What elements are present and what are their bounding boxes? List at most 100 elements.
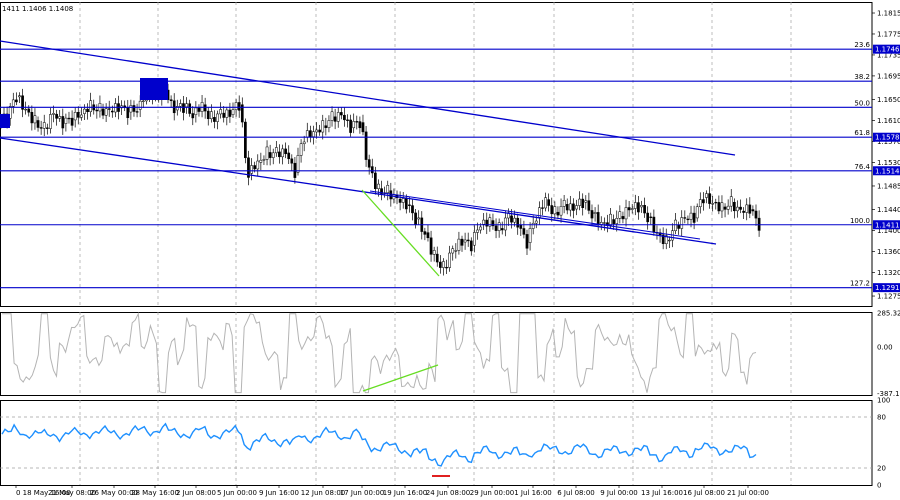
- candle-body: [370, 166, 374, 174]
- candle-body: [67, 117, 71, 120]
- candle-body: [479, 226, 482, 231]
- candle-body: [525, 234, 529, 249]
- candle-body: [522, 228, 526, 235]
- candle-body: [609, 213, 612, 226]
- candle-body: [343, 114, 346, 121]
- candle-body: [8, 106, 12, 119]
- candle-body: [454, 250, 458, 252]
- candle-body: [473, 232, 476, 246]
- candle-body: [237, 102, 241, 111]
- date-tick-label: 21 May 08:00: [48, 489, 96, 497]
- candle-body: [705, 193, 708, 198]
- candle-body: [432, 250, 436, 255]
- candle-body: [213, 117, 216, 122]
- candle-body: [692, 212, 696, 223]
- candle-body: [488, 217, 492, 227]
- date-tick-label: 6 Jul 08:00: [557, 489, 595, 497]
- date-tick-label: 12 Jun 08:00: [301, 489, 345, 497]
- main-pane-frame: [0, 2, 873, 307]
- candle-body: [299, 143, 303, 156]
- date-tick-label: 28 May 16:00: [131, 489, 179, 497]
- candle-body: [445, 266, 448, 269]
- candle-body: [751, 209, 755, 212]
- candle-body: [404, 198, 408, 210]
- candle-body: [191, 113, 195, 119]
- candle-body: [206, 110, 210, 120]
- candle-body: [572, 203, 575, 211]
- candle-body: [364, 131, 368, 160]
- candle-body: [429, 237, 433, 255]
- price-tag-label: 1.1514: [875, 167, 900, 175]
- candle-body: [714, 201, 718, 204]
- date-tick-label: 9 Jul 00:00: [600, 489, 638, 497]
- candle-body: [528, 228, 532, 243]
- candle-body: [417, 217, 421, 220]
- date-tick-label: 19 Jun 16:00: [383, 489, 427, 497]
- header-info: 1411 1.1406 1.1408: [2, 5, 73, 13]
- candle-body: [182, 103, 185, 113]
- candle-body: [284, 148, 287, 155]
- candle-body: [565, 204, 569, 211]
- candle-body: [197, 107, 201, 112]
- candle-body: [550, 205, 554, 215]
- candle-body: [754, 210, 758, 219]
- candle-body: [39, 127, 43, 129]
- candle-body: [346, 119, 349, 121]
- candle-body: [107, 108, 111, 110]
- price-tag-label: 1.1411: [875, 221, 900, 229]
- candle-body: [374, 172, 377, 190]
- price-tick-label: 1.1735: [877, 51, 900, 59]
- cci-tick-label: 0.00: [877, 344, 893, 352]
- cci-divergence-line: [362, 364, 439, 392]
- candle-body: [491, 220, 495, 227]
- price-tick-label: 1.1485: [877, 182, 900, 190]
- candle-body: [138, 100, 142, 110]
- candle-body: [175, 106, 179, 111]
- candle-body: [646, 212, 650, 223]
- candle-body: [541, 207, 544, 209]
- candle-body: [172, 100, 176, 114]
- candle-body: [442, 261, 445, 268]
- price-tag: [873, 283, 900, 293]
- cci-pane-frame: [0, 312, 873, 396]
- candle-body: [748, 204, 752, 214]
- candle-body: [702, 199, 705, 204]
- candle-body: [73, 112, 77, 121]
- candle-body: [11, 99, 15, 107]
- candle-body: [262, 159, 266, 161]
- candle-body: [423, 231, 427, 235]
- candle-body: [367, 159, 371, 168]
- candle-body: [414, 212, 417, 225]
- candle-body: [302, 141, 306, 145]
- candle-body: [49, 114, 52, 129]
- date-tick-label: 9 Jun 16:00: [259, 489, 299, 497]
- candle-body: [503, 217, 507, 231]
- candle-body: [355, 121, 359, 123]
- candle-body: [723, 206, 727, 210]
- date-tick-label: 1 Jul 16:00: [514, 489, 552, 497]
- candle-body: [169, 99, 173, 102]
- candle-body: [661, 234, 665, 245]
- candle-body: [575, 205, 578, 210]
- candle-body: [590, 210, 594, 219]
- candle-body: [80, 114, 83, 118]
- candle-body: [482, 219, 486, 225]
- candle-body: [556, 211, 560, 216]
- price-tick-label: 1.1440: [877, 206, 900, 214]
- candle-body: [240, 104, 244, 123]
- rsi-tick-label: 20: [877, 465, 886, 473]
- price-tick-label: 1.1695: [877, 72, 900, 80]
- candle-body: [259, 159, 263, 163]
- candle-body: [36, 120, 40, 128]
- price-tick-label: 1.1610: [877, 117, 900, 125]
- fib-level-label: 76.4: [854, 163, 870, 171]
- candle-body: [612, 219, 615, 224]
- candle-body: [485, 219, 489, 227]
- candle-body: [179, 103, 182, 107]
- fib-level-label: 100.0: [850, 217, 870, 225]
- candle-body: [519, 224, 523, 229]
- candle-body: [667, 239, 671, 242]
- price-tag: [873, 166, 900, 176]
- candle-body: [674, 219, 677, 231]
- candle-body: [42, 122, 46, 129]
